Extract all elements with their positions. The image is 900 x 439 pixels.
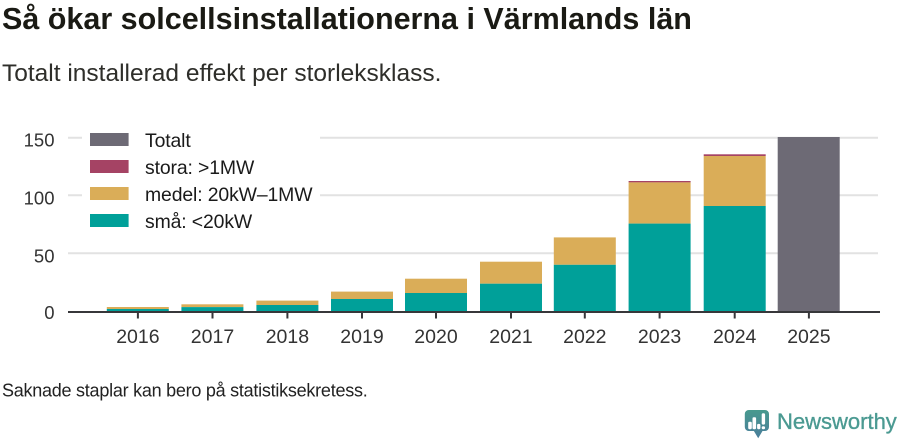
svg-text:150: 150: [24, 130, 55, 151]
svg-text:Saknade staplar kan bero på st: Saknade staplar kan bero på statistiksek…: [2, 380, 367, 400]
svg-text:2019: 2019: [340, 326, 383, 348]
svg-text:2022: 2022: [563, 326, 606, 348]
svg-text:stora: >1MW: stora: >1MW: [145, 157, 255, 179]
svg-text:2025: 2025: [787, 326, 831, 348]
svg-text:Newsworthy: Newsworthy: [777, 409, 897, 434]
svg-text:2016: 2016: [116, 326, 159, 348]
svg-text:2017: 2017: [191, 326, 234, 348]
svg-text:små: <20kW: små: <20kW: [145, 211, 253, 233]
svg-text:2021: 2021: [489, 326, 532, 348]
svg-text:Så ökar solcellsinstallationer: Så ökar solcellsinstallationerna i Värml…: [2, 2, 692, 36]
svg-text:2023: 2023: [638, 326, 681, 348]
svg-text:0: 0: [44, 302, 54, 323]
svg-text:2024: 2024: [713, 326, 757, 348]
svg-text:medel: 20kW–1MW: medel: 20kW–1MW: [145, 184, 313, 206]
svg-text:100: 100: [24, 188, 55, 209]
svg-text:2020: 2020: [414, 326, 458, 348]
svg-text:50: 50: [34, 246, 55, 267]
svg-text:Totalt installerad effekt per: Totalt installerad effekt per storlekskl…: [2, 60, 441, 87]
svg-text:2018: 2018: [266, 326, 309, 348]
svg-text:Totalt: Totalt: [145, 130, 191, 152]
